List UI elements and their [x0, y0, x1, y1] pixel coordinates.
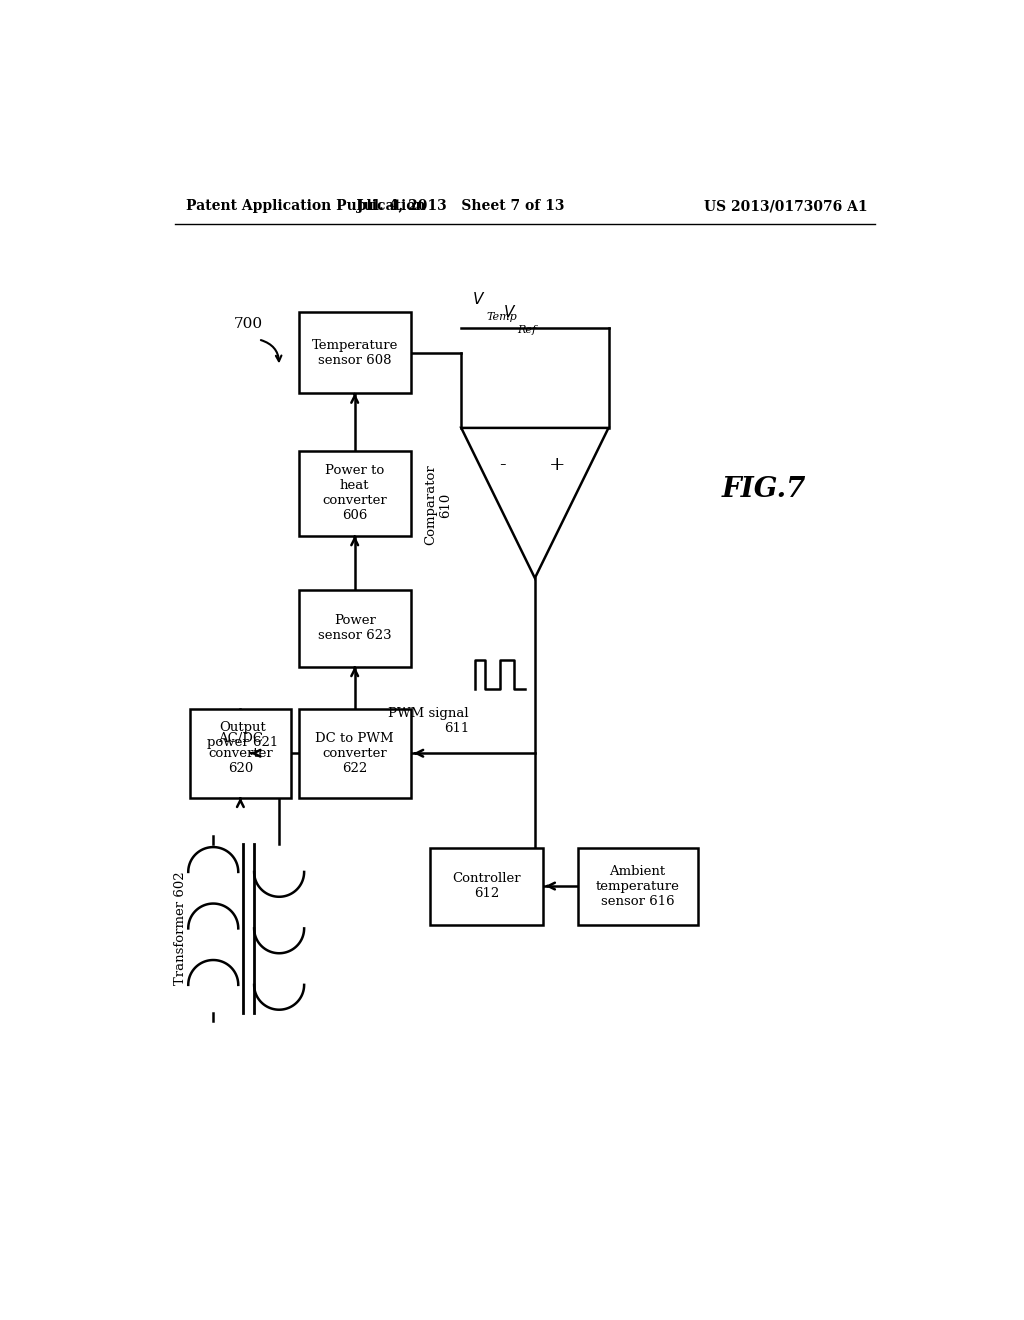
Text: Power to
heat
converter
606: Power to heat converter 606 [323, 465, 387, 523]
Text: Patent Application Publication: Patent Application Publication [186, 199, 426, 213]
Bar [299, 313, 411, 393]
Text: US 2013/0173076 A1: US 2013/0173076 A1 [705, 199, 868, 213]
Text: Ref: Ref [517, 326, 537, 335]
Text: -: - [499, 457, 506, 474]
Text: AC/DC
converter
620: AC/DC converter 620 [208, 731, 272, 775]
Text: PWM signal
611: PWM signal 611 [388, 708, 469, 735]
Text: 700: 700 [233, 317, 263, 331]
Bar [578, 847, 697, 924]
Text: Transformer 602: Transformer 602 [174, 871, 187, 985]
Text: DC to PWM
converter
622: DC to PWM converter 622 [315, 731, 394, 775]
Text: Temperature
sensor 608: Temperature sensor 608 [311, 339, 398, 367]
Text: Comparator
610: Comparator 610 [424, 465, 452, 545]
Bar [190, 709, 291, 797]
Text: Power
sensor 623: Power sensor 623 [317, 614, 391, 642]
Bar [299, 709, 411, 797]
Text: Output
power 621: Output power 621 [207, 721, 279, 750]
Bar [299, 451, 411, 536]
Text: Temp: Temp [486, 313, 517, 322]
Text: Controller
612: Controller 612 [453, 873, 521, 900]
Bar [299, 590, 411, 667]
Text: $V$: $V$ [504, 304, 517, 321]
Polygon shape [461, 428, 608, 578]
Text: Ambient
temperature
sensor 616: Ambient temperature sensor 616 [596, 865, 680, 908]
Bar [430, 847, 543, 924]
Text: FIG.7: FIG.7 [721, 477, 806, 503]
Text: $V$: $V$ [472, 290, 485, 308]
Text: Jul. 4, 2013   Sheet 7 of 13: Jul. 4, 2013 Sheet 7 of 13 [357, 199, 565, 213]
Text: +: + [549, 457, 565, 474]
